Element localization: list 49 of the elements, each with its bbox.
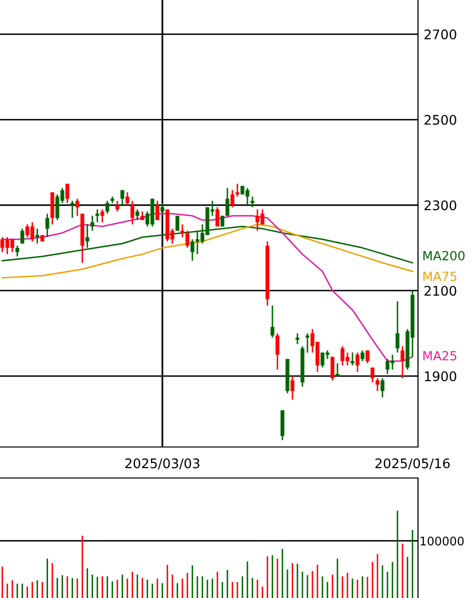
line-series — [2, 224, 414, 278]
series-label: MA200 — [423, 250, 465, 260]
candlestick — [236, 183, 240, 198]
candlestick — [400, 345, 404, 379]
candlestick — [336, 362, 340, 377]
y-tick-label: 1900 — [425, 371, 456, 382]
candlestick — [250, 196, 254, 208]
candlestick — [90, 215, 94, 232]
candlestick — [125, 192, 130, 206]
y-tick-label: 2500 — [424, 114, 456, 125]
candlestick — [45, 212, 50, 238]
candlestick — [155, 200, 160, 221]
candlestick — [306, 332, 310, 354]
series-label: MA25 — [423, 351, 456, 360]
candlestick — [360, 350, 364, 362]
candlestick — [230, 189, 234, 208]
candlestick — [376, 378, 380, 392]
candlestick — [185, 230, 190, 249]
y-tick-label: 2700 — [424, 29, 456, 40]
candlestick — [370, 366, 374, 384]
candlestick — [180, 224, 184, 238]
candlestick — [356, 352, 360, 372]
x-tick-label: 2025/03/03 — [125, 458, 200, 470]
x-tick-label: 2025/05/16 — [375, 458, 450, 470]
candlestick — [380, 378, 384, 398]
candlestick — [75, 198, 80, 217]
y-tick-label: 2100 — [424, 286, 456, 296]
candlestick — [276, 332, 280, 370]
candlestick — [105, 200, 110, 214]
candlestick — [366, 350, 370, 364]
candlestick — [130, 200, 134, 226]
y-tick-label: 2300 — [424, 200, 456, 210]
candlestick — [216, 206, 220, 228]
candlestick — [190, 238, 194, 262]
candlestick — [396, 300, 400, 354]
candlestick — [100, 208, 104, 223]
candlestick — [95, 208, 100, 223]
candlestick — [226, 187, 230, 217]
candlestick — [120, 189, 124, 206]
series-label: MA75 — [423, 272, 456, 282]
candlestick — [20, 228, 24, 244]
y-tick-label: 100000 — [420, 536, 464, 546]
candlestick — [330, 356, 334, 382]
candlestick — [296, 332, 300, 345]
candlestick — [350, 352, 354, 366]
candlestick — [290, 375, 294, 400]
candlestick — [115, 200, 120, 212]
candlestick — [270, 304, 274, 338]
candlestick — [135, 208, 140, 221]
